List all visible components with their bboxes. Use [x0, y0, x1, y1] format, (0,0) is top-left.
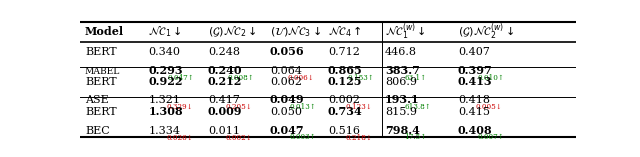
- Text: 0.293: 0.293: [148, 65, 183, 76]
- Text: 0.026↓: 0.026↓: [166, 133, 193, 141]
- Text: 383.7: 383.7: [385, 65, 420, 76]
- Text: 0.153↑: 0.153↑: [348, 74, 374, 82]
- Text: 815.9: 815.9: [385, 107, 417, 117]
- Text: 0.397: 0.397: [458, 65, 493, 76]
- Text: 0.407: 0.407: [458, 47, 490, 57]
- Text: 0.049: 0.049: [270, 95, 305, 106]
- Text: BERT: BERT: [85, 107, 116, 117]
- Text: 0.418: 0.418: [458, 95, 490, 106]
- Text: 0.006↓: 0.006↓: [287, 74, 314, 82]
- Text: 0.013↑: 0.013↑: [289, 103, 316, 111]
- Text: $(\mathcal{U})\mathcal{NC}_3 \downarrow$: $(\mathcal{U})\mathcal{NC}_3 \downarrow$: [270, 24, 321, 39]
- Text: 0.248: 0.248: [208, 47, 240, 57]
- Text: 0.329↓: 0.329↓: [166, 103, 193, 111]
- Text: 0.125: 0.125: [328, 76, 362, 87]
- Text: 0.002: 0.002: [328, 95, 360, 106]
- Text: $\mathcal{NC}_4 \uparrow$: $\mathcal{NC}_4 \uparrow$: [328, 24, 362, 39]
- Text: 0.417: 0.417: [208, 95, 240, 106]
- Text: 0.712: 0.712: [328, 47, 360, 57]
- Text: ASE: ASE: [85, 95, 109, 106]
- Text: 446.8: 446.8: [385, 47, 417, 57]
- Text: 0.415: 0.415: [458, 107, 490, 117]
- Text: $(\mathcal{G})\mathcal{NC}_2^{(w)} \downarrow$: $(\mathcal{G})\mathcal{NC}_2^{(w)} \down…: [458, 21, 514, 42]
- Text: $\mathcal{NC}_1 \downarrow$: $\mathcal{NC}_1 \downarrow$: [148, 24, 182, 39]
- Text: 0.123↓: 0.123↓: [346, 103, 372, 111]
- Text: MABEL: MABEL: [85, 67, 120, 76]
- Text: 0.050: 0.050: [270, 107, 302, 117]
- Text: Model: Model: [85, 26, 124, 37]
- Text: 0.240: 0.240: [208, 65, 243, 76]
- Text: 0.516: 0.516: [328, 126, 360, 136]
- Text: BERT: BERT: [85, 47, 116, 57]
- Text: 0.008↑: 0.008↑: [227, 74, 254, 82]
- Text: 0.064: 0.064: [270, 66, 302, 76]
- Text: 0.047↑: 0.047↑: [168, 74, 195, 82]
- Text: 193.1: 193.1: [385, 95, 420, 106]
- Text: 0.413: 0.413: [458, 76, 493, 87]
- Text: 0.007↑: 0.007↑: [477, 133, 504, 141]
- Text: 63.1↑: 63.1↑: [404, 74, 427, 82]
- Text: 0.011: 0.011: [208, 126, 240, 136]
- Text: 0.005↓: 0.005↓: [476, 103, 502, 111]
- Text: 806.9: 806.9: [385, 77, 417, 87]
- Text: 0.002↓: 0.002↓: [225, 133, 252, 141]
- Text: 17.5↑: 17.5↑: [404, 133, 427, 141]
- Text: 0.340: 0.340: [148, 47, 180, 57]
- Text: 0.212: 0.212: [208, 76, 243, 87]
- Text: 0.062: 0.062: [270, 77, 302, 87]
- Text: $\mathcal{NC}_1^{(w)} \downarrow$: $\mathcal{NC}_1^{(w)} \downarrow$: [385, 21, 426, 42]
- Text: 0.205↓: 0.205↓: [225, 103, 252, 111]
- Text: BERT: BERT: [85, 77, 116, 87]
- Text: 0.865: 0.865: [328, 65, 363, 76]
- Text: 0.218↓: 0.218↓: [346, 133, 372, 141]
- Text: 0.047: 0.047: [270, 125, 305, 136]
- Text: 0.734: 0.734: [328, 106, 363, 117]
- Text: 0.408: 0.408: [458, 125, 493, 136]
- Text: 0.056: 0.056: [270, 46, 305, 57]
- Text: 0.010↑: 0.010↑: [477, 74, 504, 82]
- Text: $(\mathcal{G})\mathcal{NC}_2 \downarrow$: $(\mathcal{G})\mathcal{NC}_2 \downarrow$: [208, 24, 257, 39]
- Text: 1.321: 1.321: [148, 95, 180, 106]
- Text: BEC: BEC: [85, 126, 109, 136]
- Text: 1.334: 1.334: [148, 126, 180, 136]
- Text: 0.922: 0.922: [148, 76, 183, 87]
- Text: 613.8↑: 613.8↑: [404, 103, 431, 111]
- Text: 0.003↑: 0.003↑: [289, 133, 316, 141]
- Text: 798.4: 798.4: [385, 125, 420, 136]
- Text: 1.308: 1.308: [148, 106, 183, 117]
- Text: 0.009: 0.009: [208, 106, 243, 117]
